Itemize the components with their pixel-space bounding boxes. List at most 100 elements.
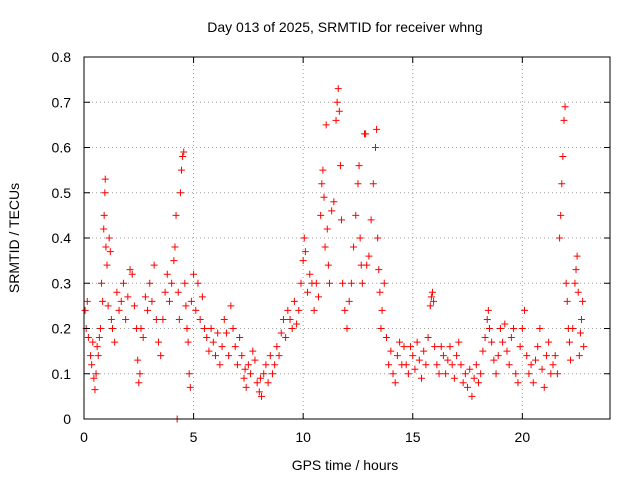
x-tick-label: 15 [405,429,421,445]
data-point [94,352,102,360]
data-point [115,306,123,314]
data-point [178,166,186,174]
y-tick-label: 0 [63,411,71,427]
data-point [201,325,209,332]
data-point [380,279,388,287]
data-point [319,166,327,174]
data-point [318,180,326,188]
data-point [89,338,97,346]
data-point [168,279,176,287]
data-point [569,325,577,332]
x-tick-label: 0 [80,429,88,445]
data-point [165,297,173,305]
data-point [573,252,581,260]
data-point [297,279,305,287]
data-point [93,343,101,351]
data-point [496,325,504,332]
data-point [181,279,189,287]
data-point [139,334,147,342]
data-point [571,279,579,287]
data-point [212,352,219,360]
data-point [299,257,307,265]
data-point [503,347,511,355]
data-point [542,352,550,360]
data-point [328,207,336,215]
data-point [442,370,450,378]
data-point [179,153,187,161]
data-point [180,148,188,156]
data-point [534,343,542,351]
data-point [273,343,281,351]
data-point [301,248,309,256]
data-point [579,297,587,305]
data-point [341,306,349,314]
y-tick-label: 0.8 [52,49,72,65]
data-point [459,379,467,387]
data-point [91,386,99,394]
data-point [461,370,469,378]
data-point [475,379,482,387]
data-point [418,374,426,382]
data-point [415,356,423,364]
chart-title: Day 013 of 2025, SRMTID for receiver whn… [207,19,482,35]
data-point [81,306,89,314]
data-point [409,352,417,360]
data-point [220,315,228,323]
data-point [484,306,492,314]
data-point [402,361,410,369]
data-point [194,279,202,287]
data-point [389,370,397,378]
data-point [499,338,507,346]
data-point [561,103,569,111]
data-point [295,306,303,314]
data-point [321,243,329,251]
data-point [92,370,100,378]
data-point [355,162,363,170]
data-point [182,302,190,310]
data-point [393,352,401,360]
data-point [420,347,428,355]
data-point [306,270,314,278]
data-point [382,334,390,342]
data-point [231,343,239,351]
data-point [339,279,347,287]
data-point [324,261,332,269]
data-point [101,189,109,197]
data-point [83,297,91,305]
data-point [268,370,276,378]
data-point [481,334,489,342]
data-point [343,325,351,332]
data-point [218,343,226,351]
data-point [350,243,358,251]
data-point [385,361,393,369]
data-point [490,356,498,364]
data-point [377,325,385,332]
data-point [560,116,568,124]
data-point [514,379,522,387]
x-axis-label: GPS time / hours [292,457,399,473]
data-point [174,288,182,296]
data-point [209,338,217,346]
data-point [437,343,445,351]
data-point [322,121,330,129]
data-point [100,225,108,233]
data-point [369,180,377,188]
y-tick-label: 0.2 [52,321,72,337]
data-point [527,361,535,369]
data-point [404,370,412,378]
tick-labels: 0 5 10 15 20 0 0.1 0.2 0.3 0.4 0.5 0.6 0.7 0.8 [52,49,531,445]
data-point [155,338,163,346]
data-point [323,225,331,233]
data-point [134,356,142,364]
data-point [105,234,113,242]
data-point [186,383,194,391]
data-point [387,347,395,355]
data-point [190,270,198,278]
data-point [207,325,215,332]
data-point [102,243,110,251]
data-point [99,297,107,305]
data-point [312,279,320,287]
data-point [376,288,384,296]
